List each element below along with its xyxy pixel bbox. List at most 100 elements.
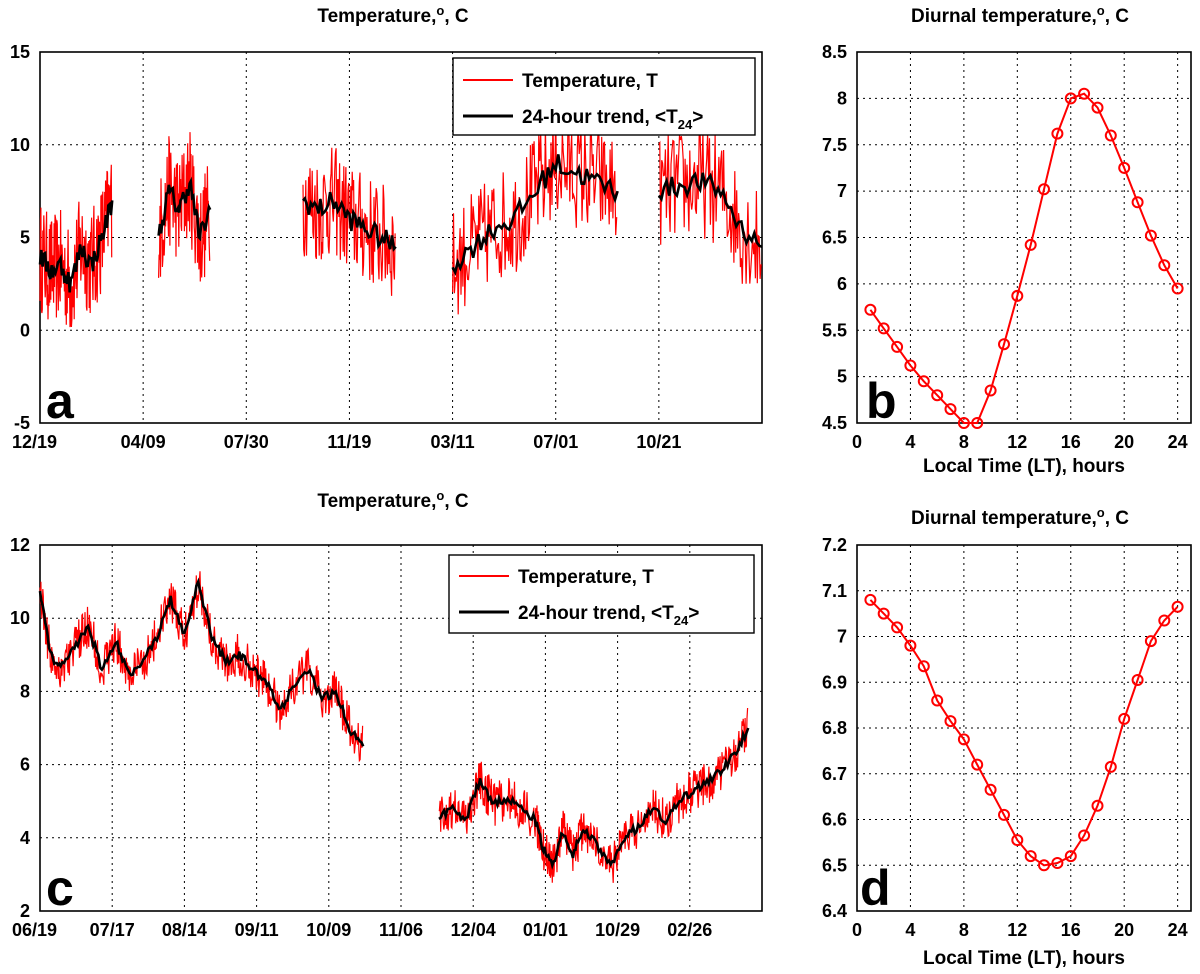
panel-c-x-tick-label: 07/17 [90, 920, 135, 940]
panel-b-data-point [1091, 101, 1104, 114]
panel-a-trend-line [38, 200, 114, 293]
panel-c-x-tick-label: 08/14 [162, 920, 207, 940]
panel-d-data-point [944, 715, 957, 728]
panel-d-data-point [1051, 857, 1064, 869]
panel-c-x-tick-label: 10/09 [306, 920, 351, 940]
panel-b-y-tick-label: 5 [837, 367, 847, 387]
panel-d-diurnal-line [869, 599, 1179, 867]
panel-d-data-point [917, 660, 930, 673]
panel-a-y-tick-label: 15 [10, 42, 30, 62]
panel-b-data-point [1158, 259, 1171, 272]
panel-d-title-degree: o [1097, 505, 1105, 520]
panel-c-legend-temperature-label: Temperature, T [518, 567, 654, 588]
panel-d-data-point [1064, 850, 1077, 863]
panel-d-y-tick-label: 7 [837, 627, 847, 647]
panel-a-title-text: Temperature, [317, 6, 436, 27]
panel-b-data-point [1038, 183, 1050, 196]
panel-d-title-unit: , C [1105, 508, 1130, 529]
panel-d-data-point [1171, 600, 1184, 613]
panel-b-data-point [1144, 229, 1157, 242]
panel-c-x-tick-label: 01/01 [523, 920, 568, 940]
panel-d-data-point [1011, 834, 1024, 847]
panel-a-trend-line [451, 154, 619, 276]
panel-c-temperature-line [39, 571, 364, 763]
panel-b-diurnal-line [869, 92, 1179, 424]
panel-d-data-point [971, 758, 984, 771]
panel-b-label: b [866, 373, 897, 429]
panel-b-data-point [917, 375, 930, 388]
panel-d-y-tick-label: 6.6 [822, 810, 847, 830]
panel-d-y-tick-label: 6.5 [822, 855, 847, 875]
panel-b-data-point [1011, 289, 1024, 302]
panel-d-data-point [1118, 712, 1131, 725]
panel-a-y-ticks: -5 0 5 10 15 [10, 42, 30, 433]
panel-b-y-tick-label: 4.5 [822, 413, 847, 433]
panel-b-data-point [1171, 282, 1184, 295]
panel-c-y-tick-label: 12 [10, 535, 30, 555]
panel-d-series [864, 593, 1184, 872]
panel-d-data-point [891, 621, 904, 634]
panel-b-data-point [1051, 127, 1064, 140]
panel-b-xlabel: Local Time (LT), hours [923, 456, 1125, 477]
panel-d-data-point [877, 607, 890, 620]
panel-c-legend: Temperature, T 24-hour trend, <T24> [448, 554, 755, 634]
panel-c: Temperature,o, C 2 4 6 8 10 12 06/19 07/17 08/1… [10, 488, 763, 940]
panel-b-data-point [1064, 92, 1077, 105]
panel-b-data-point [1118, 161, 1131, 174]
panel-b-x-tick-label: 8 [959, 432, 969, 452]
panel-c-x-tick-label: 11/06 [379, 920, 423, 940]
panel-d-data-point [864, 593, 877, 606]
panel-b-title: Diurnal temperature,o, C [911, 3, 1129, 27]
panel-d-data-point [931, 694, 944, 707]
panel-a-x-tick-label: 07/01 [533, 432, 578, 452]
panel-b-x-tick-label: 12 [1007, 432, 1027, 452]
panel-d-title: Diurnal temperature,o, C [911, 505, 1129, 529]
panel-d-x-ticks: 0 4 8 12 16 20 24 [852, 920, 1188, 940]
panel-c-y-tick-label: 4 [20, 828, 30, 848]
panel-b-x-tick-label: 0 [852, 432, 862, 452]
panel-b: Diurnal temperature,o, C 4.5 5 5.5 6 6.5 7 7.5… [822, 3, 1192, 477]
panel-d-grid [857, 545, 1191, 911]
panel-b-data-point [944, 403, 957, 416]
panel-a-title-unit: , C [444, 6, 469, 27]
panel-a: Temperature,o, C -5 0 5 10 15 12/19 04/09 07/3… [10, 3, 763, 452]
panel-c-x-tick-label: 10/29 [595, 920, 640, 940]
panel-d-data-point [984, 783, 997, 796]
panel-b-data-point [1131, 196, 1144, 209]
panel-c-y-tick-label: 10 [10, 608, 30, 628]
panel-c-label: c [46, 860, 74, 916]
panel-b-data-point [877, 322, 890, 335]
panel-c-title-unit: , C [444, 491, 469, 512]
panel-d-y-tick-label: 6.8 [822, 718, 847, 738]
panel-c-legend-trend-label: 24-hour trend, <T24> [518, 603, 699, 628]
panel-c-trend-line [438, 727, 750, 871]
panel-a-temperature-line [452, 111, 618, 315]
panel-a-x-ticks: 12/19 04/09 07/30 11/19 03/11 07/01 10/21 [12, 432, 681, 452]
panel-a-y-tick-label: 10 [10, 135, 30, 155]
panel-d: Diurnal temperature,o, C 6.4 6.5 6.6 6.7 6.8… [822, 505, 1192, 969]
panel-a-temperature-line [39, 164, 113, 328]
panel-b-data-point [931, 389, 944, 402]
panel-a-y-tick-label: -5 [14, 413, 30, 433]
panel-b-series [864, 87, 1184, 429]
panel-b-x-ticks: 0 4 8 12 16 20 24 [852, 432, 1188, 452]
panel-d-data-point [1104, 760, 1117, 773]
panel-b-data-point [864, 303, 877, 316]
panel-d-x-tick-label: 24 [1168, 920, 1188, 940]
panel-b-data-point [971, 417, 984, 429]
panel-a-legend-trend-label: 24-hour trend, <T24> [522, 107, 703, 132]
panel-b-data-point [1024, 238, 1037, 251]
panel-d-data-point [904, 639, 917, 652]
panel-c-legend-box [448, 554, 755, 634]
panel-d-data-point [1131, 674, 1144, 686]
panel-c-y-tick-label: 8 [20, 681, 30, 701]
panel-c-title-degree: o [436, 488, 444, 503]
panel-d-data-point [1144, 635, 1157, 648]
panel-a-x-tick-label: 04/09 [121, 432, 166, 452]
panel-a-title: Temperature,o, C [317, 3, 468, 27]
panel-b-title-degree: o [1097, 3, 1105, 18]
panel-b-data-point [904, 359, 917, 372]
panel-b-data-point [1078, 87, 1091, 100]
panel-a-x-tick-label: 11/19 [327, 432, 371, 452]
